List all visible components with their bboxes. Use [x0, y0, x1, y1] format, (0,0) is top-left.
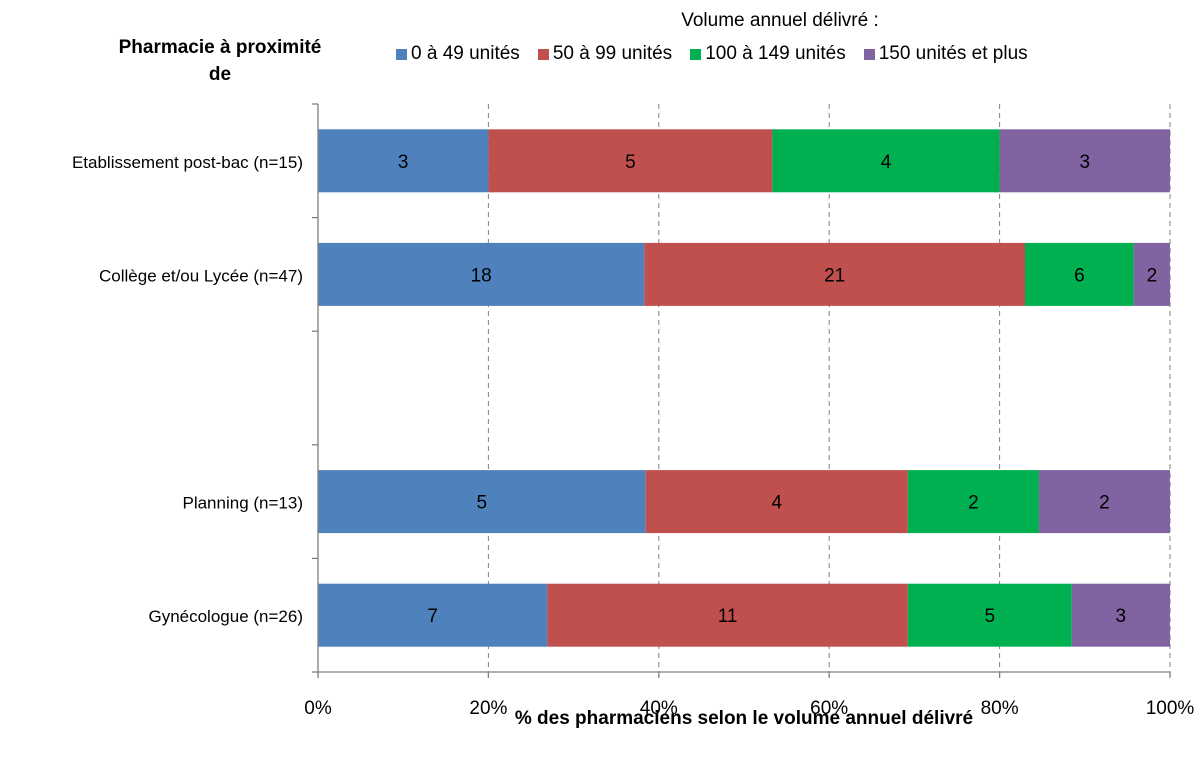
data-label: 6: [1074, 265, 1085, 286]
axes: [312, 103, 1171, 678]
category-label: Etablissement post-bac (n=15): [72, 153, 303, 172]
x-tick-labels: 0% 20% 40% 60% 80% 100%: [304, 698, 1194, 719]
category-labels: Etablissement post-bac (n=15) Collège et/…: [72, 153, 303, 626]
bar-segment: [907, 470, 1039, 534]
data-label: 11: [718, 606, 738, 627]
x-tick-label: 20%: [469, 698, 507, 719]
x-axis-title: % des pharmaciens selon le volume annuel…: [514, 708, 974, 729]
category-label: Gynécologue (n=26): [148, 607, 303, 626]
gridlines: [487, 104, 1171, 672]
x-tick-label: 0%: [304, 698, 332, 719]
legend-label: 100 à 149 unités: [705, 43, 846, 64]
bar-segment: [488, 129, 773, 193]
bar-segment: [318, 242, 645, 306]
bar-segment: [1038, 470, 1170, 534]
legend-item: 50 à 99 unités: [537, 43, 673, 65]
legend-swatch: [863, 48, 875, 60]
legend-title: Volume annuel délivré :: [681, 10, 879, 31]
legend-swatch: [690, 48, 702, 60]
data-label: 3: [1080, 152, 1091, 173]
legend-item: 100 à 149 unités: [690, 43, 846, 65]
bar-segment: [999, 129, 1170, 193]
data-label: 4: [771, 493, 782, 514]
bar-segment: [547, 583, 908, 647]
legend: 0 à 49 unités 50 à 99 unités 100 à 149 uni…: [396, 43, 1028, 65]
bar-segment: [318, 470, 646, 534]
category-label: Planning (n=13): [182, 494, 303, 513]
legend-label: 50 à 99 unités: [552, 43, 673, 64]
data-label: 2: [1099, 493, 1110, 514]
bar-segment: [772, 129, 1000, 193]
x-tick-label: 100%: [1146, 698, 1195, 719]
data-label: 5: [625, 152, 636, 173]
data-label: 5: [477, 493, 488, 514]
legend-swatch: [537, 48, 549, 60]
legend-item: 0 à 49 unités: [396, 43, 520, 65]
bar-segment: [318, 583, 548, 647]
x-tick-label: 40%: [640, 698, 678, 719]
data-label: 2: [968, 493, 979, 514]
bar-segment: [318, 129, 489, 193]
data-label: 7: [427, 606, 438, 627]
data-label: 2: [1147, 265, 1158, 286]
data-label: 4: [881, 152, 892, 173]
data-label: 3: [1116, 606, 1127, 627]
x-tick-label: 60%: [810, 698, 848, 719]
bars: 3 5 4 3 18 21 6 2 5 4 2 2 7 11 5 3: [318, 129, 1170, 647]
legend-item: 150 unités et plus: [863, 43, 1028, 65]
category-label: Collège et/ou Lycée (n=47): [99, 266, 303, 285]
x-tick-label: 80%: [981, 698, 1019, 719]
data-label: 3: [398, 152, 409, 173]
bar-segment: [1024, 242, 1134, 306]
bar-segment: [1071, 583, 1170, 647]
legend-label: 0 à 49 unités: [411, 43, 520, 64]
bar-segment: [645, 470, 908, 534]
legend-label: 150 unités et plus: [878, 43, 1028, 64]
bar-segment: [1133, 242, 1170, 306]
y-axis-title: Pharmacie à proximité de: [118, 37, 322, 85]
data-label: 21: [824, 265, 845, 286]
bar-segment: [907, 583, 1072, 647]
legend-swatch: [396, 48, 407, 60]
data-label: 5: [984, 606, 995, 627]
bar-segment: [644, 242, 1025, 306]
data-label: 18: [471, 265, 492, 286]
